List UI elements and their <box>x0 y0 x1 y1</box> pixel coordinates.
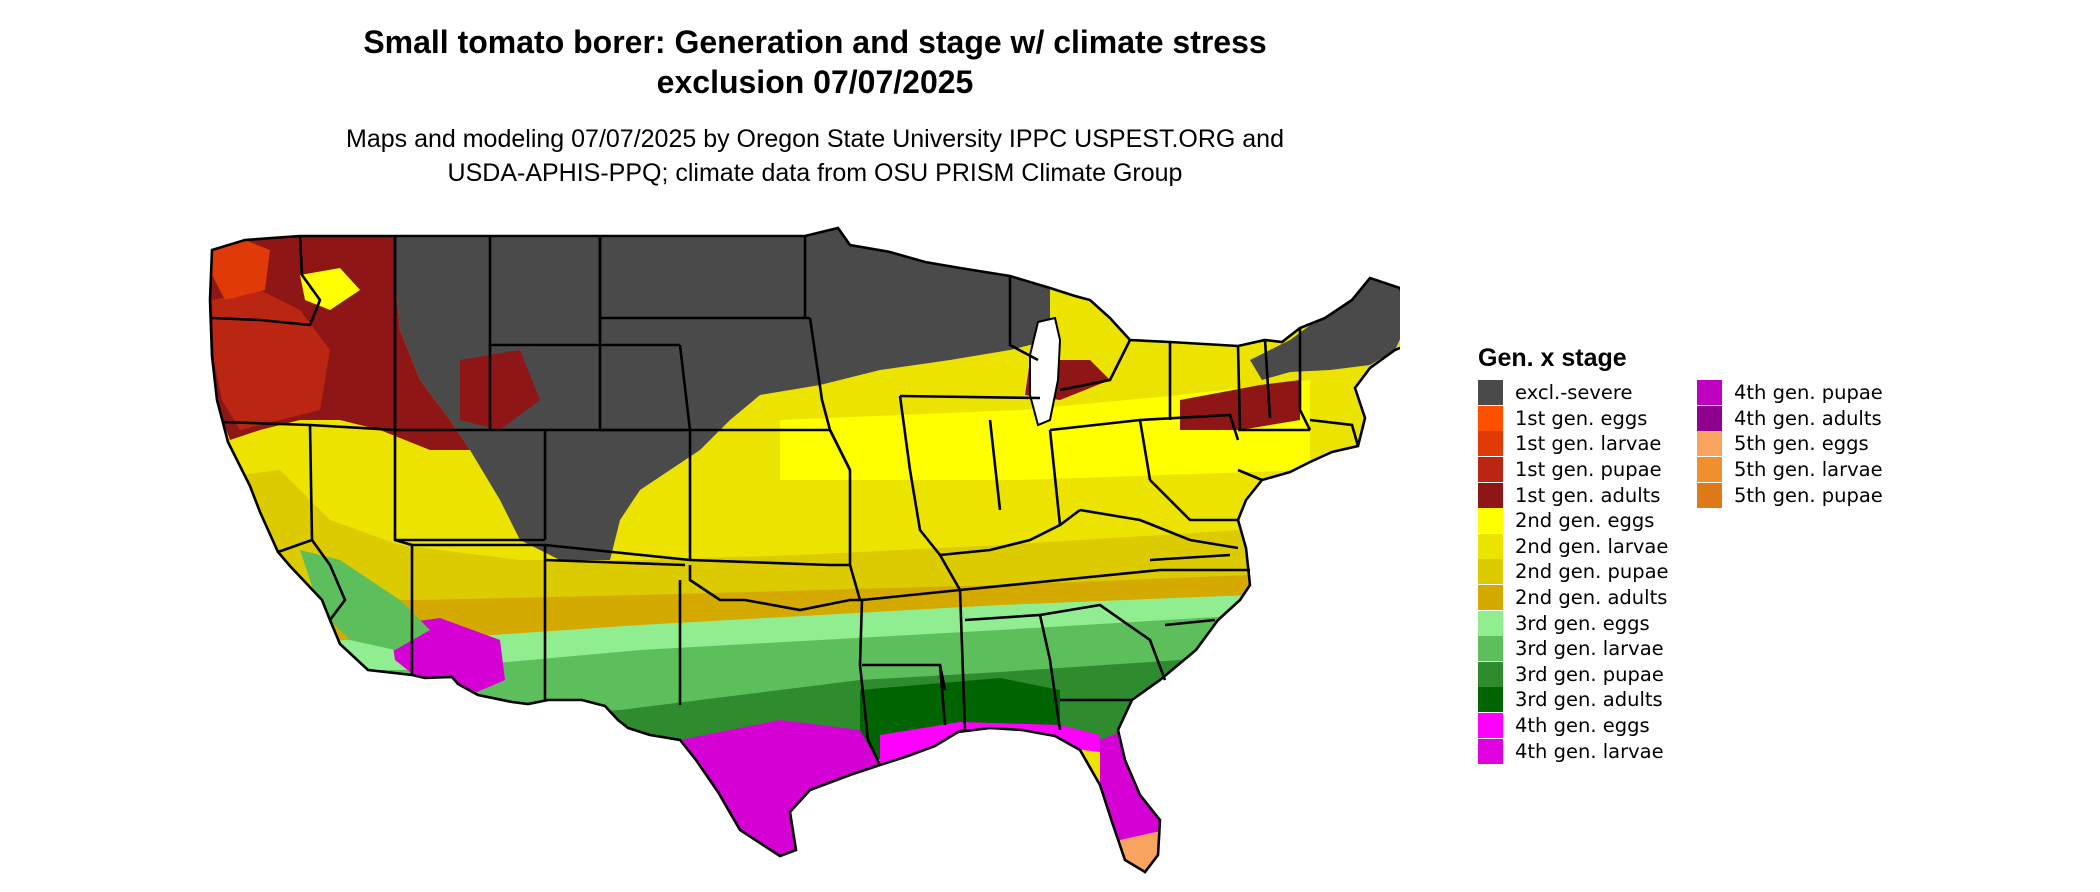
legend-item: 2nd gen. pupae <box>1478 559 1669 585</box>
legend-label: 4th gen. pupae <box>1734 381 1883 405</box>
legend-label: 4th gen. adults <box>1734 406 1882 430</box>
us-map <box>200 222 1400 892</box>
legend-label: 3rd gen. pupae <box>1515 662 1664 686</box>
legend-item: 3rd gen. larvae <box>1478 636 1669 662</box>
legend-label: 2nd gen. pupae <box>1515 560 1669 584</box>
map-title-line2: exclusion 07/07/2025 <box>656 64 974 100</box>
state-borders <box>208 226 1400 874</box>
legend-swatch <box>1697 405 1722 431</box>
zone-excl-severe-north <box>395 228 1050 560</box>
legend-column-1: excl.-severe 1st gen. eggs 1st gen. larvae… <box>1478 380 1669 764</box>
legend-label: 2nd gen. adults <box>1515 586 1668 610</box>
us-map-svg <box>208 226 1400 874</box>
legend-label: 4th gen. eggs <box>1515 714 1650 738</box>
legend-item: 4th gen. pupae <box>1697 380 1883 406</box>
legend-swatch <box>1478 482 1503 508</box>
legend-item: 3rd gen. pupae <box>1478 661 1669 688</box>
legend-label: excl.-severe <box>1515 381 1633 405</box>
legend-swatch <box>1478 610 1503 636</box>
zone-1st-gen-adults-rockies <box>460 350 540 430</box>
zone-3rd-gen-larvae-west <box>300 550 430 650</box>
legend-swatch <box>1478 380 1503 406</box>
zone-excl-severe-northeast <box>1250 278 1400 380</box>
legend-item: excl.-severe <box>1478 380 1669 406</box>
map-title: Small tomato borer: Generation and stage… <box>200 22 1430 102</box>
legend-swatch <box>1478 661 1503 687</box>
legend-item: 3rd gen. adults <box>1478 687 1669 713</box>
legend-item: 2nd gen. adults <box>1478 585 1669 611</box>
legend-label: 3rd gen. adults <box>1515 688 1663 712</box>
legend-swatch <box>1697 457 1722 483</box>
legend-swatch <box>1697 380 1722 406</box>
legend-label: 1st gen. larvae <box>1515 432 1662 456</box>
zone-1st-gen-larvae-coast <box>212 240 270 300</box>
legend-label: 3rd gen. eggs <box>1515 611 1650 635</box>
legend-item: 5th gen. larvae <box>1697 457 1883 483</box>
legend-item: 4th gen. adults <box>1697 405 1883 432</box>
legend-swatch <box>1478 457 1503 483</box>
legend-label: 2nd gen. larvae <box>1515 534 1669 558</box>
legend-swatch <box>1478 585 1503 611</box>
legend-swatch <box>1478 713 1503 739</box>
legend-item: 5th gen. pupae <box>1697 482 1883 508</box>
legend-swatch <box>1478 636 1503 662</box>
legend-item: 1st gen. adults <box>1478 482 1669 508</box>
legend-item: 2nd gen. eggs <box>1478 508 1669 534</box>
legend-title: Gen. x stage <box>1478 344 1627 372</box>
legend-item: 1st gen. pupae <box>1478 457 1669 483</box>
legend-item: 1st gen. eggs <box>1478 405 1669 432</box>
legend-item: 5th gen. eggs <box>1697 431 1883 457</box>
legend-swatch <box>1478 559 1503 585</box>
legend-label: 1st gen. adults <box>1515 483 1661 507</box>
legend-swatch <box>1478 687 1503 713</box>
legend-item: 4th gen. larvae <box>1478 738 1669 764</box>
legend-swatch <box>1478 405 1503 431</box>
zone-2nd-gen-pupae <box>210 470 1300 610</box>
legend-swatch <box>1478 533 1503 559</box>
legend-item: 1st gen. larvae <box>1478 431 1669 457</box>
map-subtitle: Maps and modeling 07/07/2025 by Oregon S… <box>200 122 1430 190</box>
legend-label: 3rd gen. larvae <box>1515 637 1664 661</box>
map-subtitle-line1: Maps and modeling 07/07/2025 by Oregon S… <box>346 125 1284 153</box>
legend-label: 5th gen. larvae <box>1734 458 1883 482</box>
legend-label: 5th gen. eggs <box>1734 432 1869 456</box>
legend-label: 1st gen. pupae <box>1515 458 1662 482</box>
legend-label: 4th gen. larvae <box>1515 739 1664 763</box>
legend-swatch <box>1478 431 1503 457</box>
legend-swatch <box>1697 431 1722 457</box>
stage-zones <box>210 228 1400 872</box>
zone-4th-gen-larvae-florida <box>1100 720 1230 872</box>
legend-item: 3rd gen. eggs <box>1478 610 1669 636</box>
legend-item: 4th gen. eggs <box>1478 713 1669 739</box>
zone-2nd-gen-eggs <box>780 380 1310 480</box>
zone-4th-gen-larvae-texas <box>600 720 880 860</box>
zone-2nd-gen-eggs-wa <box>300 268 360 310</box>
legend-column-2: 4th gen. pupae 4th gen. adults 5th gen. eg… <box>1697 380 1883 508</box>
legend-label: 1st gen. eggs <box>1515 406 1648 430</box>
map-title-line1: Small tomato borer: Generation and stage… <box>363 24 1267 60</box>
legend-swatch <box>1478 508 1503 534</box>
map-subtitle-line2: USDA-APHIS-PPQ; climate data from OSU PR… <box>447 159 1183 187</box>
legend-label: 2nd gen. eggs <box>1515 509 1655 533</box>
legend-label: 5th gen. pupae <box>1734 483 1883 507</box>
legend-swatch <box>1697 482 1722 508</box>
legend-item: 2nd gen. larvae <box>1478 533 1669 560</box>
legend-swatch <box>1478 738 1503 764</box>
